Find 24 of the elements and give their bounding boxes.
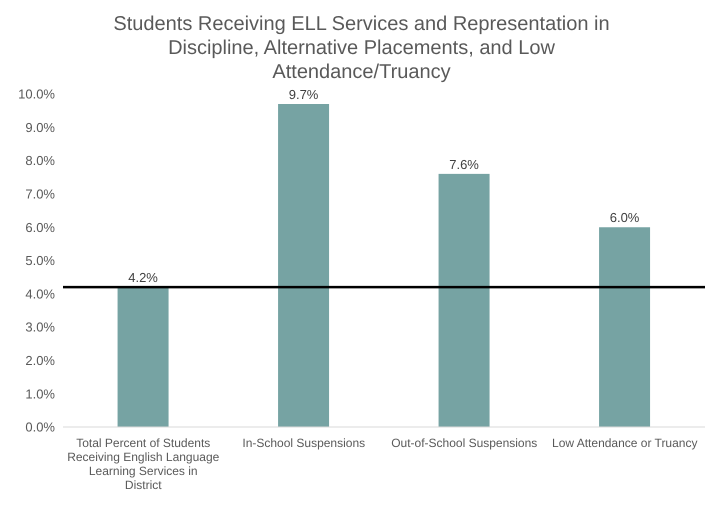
y-tick-label: 5.0% <box>25 253 56 268</box>
y-tick-label: 7.0% <box>25 186 56 202</box>
y-tick-label: 1.0% <box>25 386 56 402</box>
bar <box>118 287 169 427</box>
x-tick-label: Low Attendance or Truancy <box>552 436 698 450</box>
bar <box>599 227 650 427</box>
y-tick-label: 10.0% <box>18 86 56 102</box>
data-label: 6.0% <box>610 210 640 226</box>
y-tick-label: 3.0% <box>25 320 56 335</box>
y-tick-label: 8.0% <box>25 153 56 168</box>
data-label: 7.6% <box>449 156 480 172</box>
data-label: 9.7% <box>288 86 319 102</box>
x-tick-label: Out-of-School Suspensions <box>391 436 538 450</box>
x-tick-label: Total Percent of Students Receiving English Language Learning Services in District <box>67 436 220 492</box>
y-tick-label: 6.0% <box>25 220 56 235</box>
data-label: 4.2% <box>128 270 158 286</box>
chart-title: Students Receiving ELL Services and Representation in Discipline, Alternative Placements, and Low Attendance/Truancy <box>112 12 611 84</box>
bar <box>278 104 330 427</box>
bar <box>438 174 490 427</box>
y-tick-label: 2.0% <box>25 353 56 368</box>
y-tick-label: 4.0% <box>25 286 56 302</box>
y-tick-label: 9.0% <box>25 120 56 135</box>
x-tick-label: In-School Suspensions <box>242 436 366 450</box>
y-tick-label: 0.0% <box>25 420 56 435</box>
